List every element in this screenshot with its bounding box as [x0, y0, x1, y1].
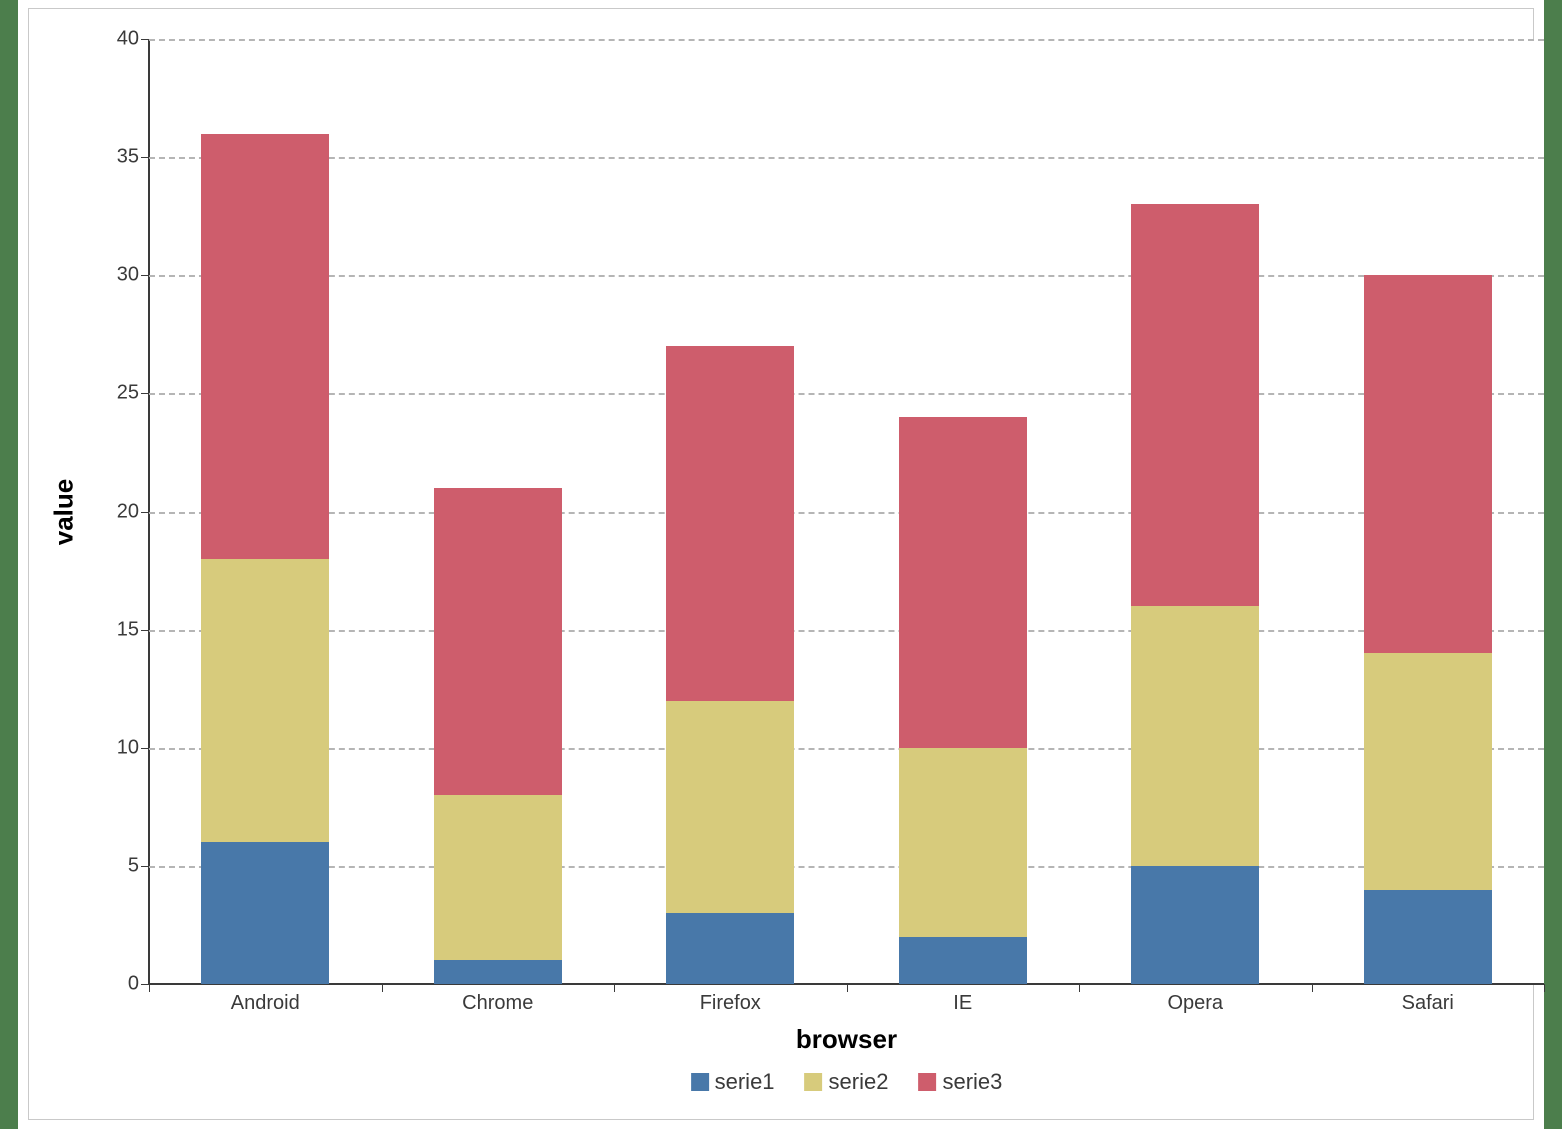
- bar-stack: [899, 417, 1027, 984]
- bar-segment: [1131, 866, 1259, 984]
- bar-segment: [201, 559, 329, 843]
- y-tick-label: 20: [117, 500, 139, 523]
- bar-segment: [666, 346, 794, 700]
- bar-segment: [899, 748, 1027, 937]
- x-tick-mark: [1312, 984, 1313, 992]
- bar-stack: [666, 346, 794, 984]
- legend-label: serie2: [829, 1069, 889, 1095]
- x-tick-label: Safari: [1402, 992, 1454, 1015]
- frame-side-left: [0, 0, 18, 1129]
- gridline: [149, 630, 1544, 632]
- bar-stack: [1131, 204, 1259, 984]
- plot-area: 0510152025303540AndroidChromeFirefoxIEOp…: [149, 39, 1544, 984]
- legend-swatch: [805, 1073, 823, 1091]
- x-tick-label: Opera: [1167, 992, 1223, 1015]
- y-tick-label: 30: [117, 264, 139, 287]
- gridline: [149, 39, 1544, 41]
- y-tick-label: 15: [117, 618, 139, 641]
- x-tick-mark: [1544, 984, 1545, 992]
- bar-segment: [434, 795, 562, 960]
- legend-label: serie3: [942, 1069, 1002, 1095]
- bar-segment: [666, 913, 794, 984]
- gridline: [149, 157, 1544, 159]
- bar-segment: [666, 701, 794, 914]
- x-axis-title: browser: [796, 1024, 897, 1055]
- bar-segment: [201, 842, 329, 984]
- bar-segment: [201, 134, 329, 559]
- gridline: [149, 748, 1544, 750]
- x-tick-label: Android: [231, 992, 300, 1015]
- gridline: [149, 866, 1544, 868]
- bar-stack: [434, 488, 562, 984]
- gridline: [149, 393, 1544, 395]
- y-tick-mark: [141, 630, 149, 631]
- chart-panel: 0 5 10 15 20 25 30 35 40 Android Chrome Firefox IE Op…: [28, 8, 1534, 1120]
- x-tick-label: Firefox: [700, 992, 761, 1015]
- x-tick-mark: [614, 984, 615, 992]
- x-tick-label: IE: [953, 992, 972, 1015]
- x-tick-mark: [149, 984, 150, 992]
- legend-swatch: [918, 1073, 936, 1091]
- y-tick-label: 35: [117, 146, 139, 169]
- y-tick-label: 5: [128, 854, 139, 877]
- gridline: [149, 275, 1544, 277]
- y-tick-mark: [141, 157, 149, 158]
- gridline: [149, 512, 1544, 514]
- legend-item: serie1: [691, 1069, 775, 1095]
- x-tick-mark: [847, 984, 848, 992]
- bar-segment: [434, 488, 562, 795]
- x-tick-label: Chrome: [462, 992, 533, 1015]
- y-tick-mark: [141, 866, 149, 867]
- bar-segment: [1364, 890, 1492, 985]
- y-tick-label: 25: [117, 382, 139, 405]
- y-tick-mark: [141, 275, 149, 276]
- bar-segment: [1364, 653, 1492, 889]
- legend-swatch: [691, 1073, 709, 1091]
- x-tick-mark: [382, 984, 383, 992]
- legend-label: serie1: [715, 1069, 775, 1095]
- bar-segment: [1131, 606, 1259, 866]
- legend-item: serie3: [918, 1069, 1002, 1095]
- bar-segment: [899, 937, 1027, 984]
- chart-container: 0 5 10 15 20 25 30 35 40 Android Chrome Firefox IE Op…: [0, 0, 1562, 1129]
- bar-segment: [434, 960, 562, 984]
- y-tick-mark: [141, 393, 149, 394]
- y-tick-mark: [141, 512, 149, 513]
- legend: serie1 serie2 serie3: [691, 1069, 1003, 1095]
- bar-stack: [1364, 275, 1492, 984]
- bar-segment: [899, 417, 1027, 748]
- y-tick-label: 40: [117, 28, 139, 51]
- y-axis-title: value: [49, 478, 80, 545]
- y-tick-label: 0: [128, 973, 139, 996]
- bar-stack: [201, 134, 329, 985]
- y-tick-mark: [141, 39, 149, 40]
- bar-segment: [1364, 275, 1492, 653]
- y-tick-label: 10: [117, 736, 139, 759]
- bar-segment: [1131, 204, 1259, 606]
- x-tick-mark: [1079, 984, 1080, 992]
- y-tick-mark: [141, 748, 149, 749]
- legend-item: serie2: [805, 1069, 889, 1095]
- frame-side-right: [1544, 0, 1562, 1129]
- y-tick-mark: [141, 984, 149, 985]
